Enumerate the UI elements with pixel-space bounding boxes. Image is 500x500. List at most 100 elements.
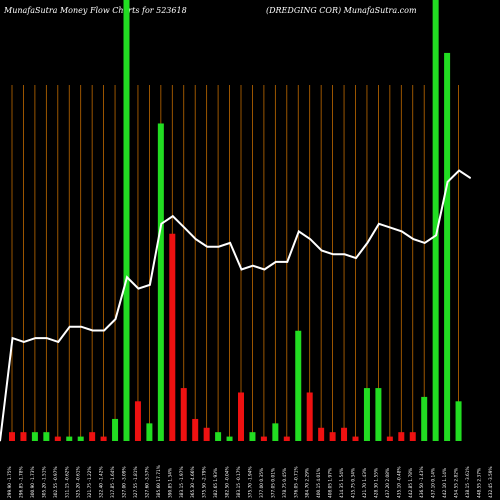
flow-bar	[363, 388, 370, 441]
flow-bar	[77, 436, 84, 441]
price-point	[149, 284, 151, 286]
chart-title-right: (DREDGING COR) MunafaSutra.com	[266, 6, 417, 15]
price-point	[218, 246, 220, 248]
price-point	[424, 242, 426, 244]
x-tick-label: 365.30 -4.66%	[190, 466, 196, 498]
price-point	[355, 257, 357, 259]
x-tick-label: 390.85 1.34%	[167, 468, 173, 498]
x-tick-label: 378.75 0.45%	[282, 468, 288, 498]
x-tick-label: 377.05 0.01%	[270, 468, 276, 498]
flow-bar	[89, 432, 96, 441]
price-point	[23, 341, 25, 343]
x-tick-label: 325.20 -0.61%	[76, 466, 82, 498]
price-point	[126, 276, 128, 278]
price-point	[34, 337, 36, 339]
flow-bar	[20, 432, 27, 441]
price-point	[57, 341, 59, 343]
x-tick-label: 437.10 0.14%	[431, 468, 437, 498]
x-tick-label: 376.05 -0.71%	[293, 466, 299, 498]
flow-bar	[249, 432, 256, 441]
price-point	[115, 318, 117, 320]
price-point	[0, 440, 1, 442]
price-line	[0, 169, 472, 442]
price-point	[447, 181, 449, 183]
flow-bar	[444, 52, 451, 442]
flow-bar	[238, 392, 244, 441]
price-point	[412, 238, 414, 240]
price-point	[401, 230, 403, 232]
flow-bar	[272, 423, 279, 441]
x-tick-label: 327.60 -3.57%	[144, 466, 150, 498]
x-tick-label: 454.55 2.82%	[454, 468, 460, 498]
flow-bar	[192, 418, 199, 441]
flow-bar	[146, 423, 153, 441]
flow-bar	[329, 432, 336, 441]
x-tick-label: 438.15 -3.61%	[465, 466, 471, 498]
flow-bar	[54, 436, 61, 441]
price-point	[470, 177, 471, 179]
price-point	[92, 330, 94, 332]
flow-bar	[352, 436, 359, 441]
price-point	[435, 234, 437, 236]
x-tick-label: 375.70 -1.94%	[247, 466, 253, 498]
flow-bar	[203, 427, 210, 441]
flow-bar	[260, 436, 267, 441]
flow-bar	[375, 388, 382, 441]
flow-bar	[306, 392, 313, 441]
x-tick-label: 432.45 -3.59%	[488, 466, 494, 498]
flow-bar	[386, 436, 393, 441]
x-tick-label: 300.90 -1.73%	[30, 466, 36, 498]
x-tick-label: 384.70 2.29%	[305, 468, 311, 498]
x-tick-label: 382.65 1.93%	[213, 468, 219, 498]
x-tick-label: 437.20 2.08%	[385, 468, 391, 498]
price-point	[321, 250, 323, 251]
price-point	[103, 330, 105, 332]
x-tick-label: 302.55 -0.97%	[53, 466, 59, 498]
x-tick-label: 400.15 4.01%	[316, 468, 322, 498]
flow-bar	[283, 436, 290, 441]
x-tick-label: 415.75 0.34%	[351, 468, 357, 498]
flow-bar	[215, 432, 222, 441]
price-point	[80, 326, 82, 328]
flow-bar	[295, 330, 302, 441]
price-point	[69, 326, 71, 328]
flow-bar	[318, 427, 325, 441]
x-tick-label: 383.15 -1.97%	[179, 466, 185, 498]
flow-bar	[100, 436, 107, 441]
price-point	[46, 337, 48, 339]
price-point	[378, 223, 380, 225]
x-tick-label: 375.50 -2.79%	[202, 466, 208, 498]
x-tick-label: 421.70 1.43%	[362, 468, 368, 498]
x-tick-label: 305.20 -1.51%	[41, 466, 47, 498]
flow-bar	[43, 432, 50, 441]
x-tick-label: 382.50 -0.04%	[225, 466, 231, 498]
price-point	[298, 230, 300, 232]
flow-bar	[169, 233, 176, 441]
flow-bar	[398, 432, 405, 441]
price-point	[309, 238, 311, 240]
x-tick-label: 436.50 -1.43%	[419, 466, 425, 498]
price-point	[263, 269, 265, 271]
flow-bar	[157, 123, 164, 441]
chart-title-left: MunafaSutra Money Flow Charts for 523618	[4, 6, 187, 15]
x-tick-label: 442.10 1.14%	[442, 468, 448, 498]
price-point	[366, 242, 368, 244]
price-point	[172, 215, 174, 217]
flow-bar	[226, 436, 233, 441]
money-flow-bars	[9, 0, 462, 442]
flow-bar	[409, 432, 416, 441]
flow-bar	[123, 0, 130, 441]
price-point	[206, 246, 208, 248]
x-tick-label: 383.15 -0.17%	[236, 466, 242, 498]
x-tick-label: 327.00 -3.09%	[122, 466, 128, 498]
x-tick-label: 414.35 1.54%	[339, 468, 345, 498]
price-point	[12, 337, 13, 339]
x-tick-label: 322.40 -1.42%	[99, 466, 105, 498]
flow-bar	[9, 432, 15, 441]
price-point	[160, 223, 162, 225]
x-tick-label: 435.10 -0.48%	[396, 466, 402, 498]
x-axis-labels: 299.90 -1.75% 296.85 -1.78% 300.90 -1.73% 3…	[7, 465, 494, 498]
price-point	[252, 265, 254, 267]
price-point	[344, 253, 346, 255]
